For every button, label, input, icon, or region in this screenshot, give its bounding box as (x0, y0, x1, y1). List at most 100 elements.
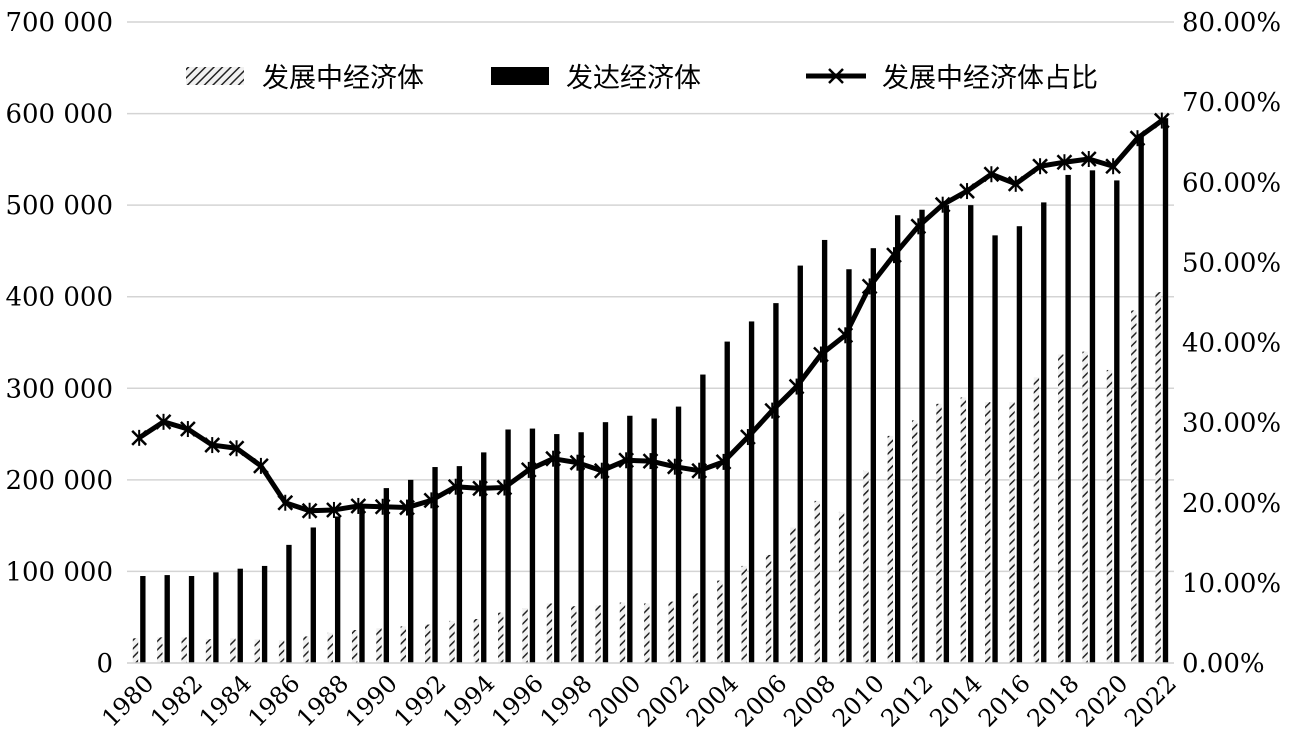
legend-swatch-share-marker (828, 68, 844, 84)
x-tick-label: 1994 (437, 669, 500, 732)
bar-developing (571, 606, 577, 663)
bar-developed (188, 576, 195, 663)
legend-swatch-developed (491, 67, 549, 85)
y-right-tick-label: 80.00% (1182, 8, 1281, 38)
bar-developing (181, 637, 187, 663)
share-point (666, 458, 683, 475)
y-left-tick-label: 600 000 (5, 100, 113, 130)
bar-developing (1058, 354, 1064, 663)
bar-developing (985, 402, 991, 663)
share-point (788, 378, 805, 395)
legend-label-developing: 发展中经济体 (262, 63, 424, 94)
share-point (1153, 112, 1170, 129)
legend-label-developed: 发达经济体 (566, 63, 701, 94)
bar-developed (919, 209, 925, 663)
y-right-tick-label: 50.00% (1182, 248, 1281, 278)
y-left-tick-label: 100 000 (5, 557, 113, 587)
bar-developed (286, 544, 292, 663)
share-point (496, 479, 513, 496)
bar-developing (619, 602, 626, 663)
share-point (423, 492, 440, 509)
bar-developed (164, 575, 170, 663)
y-left-tick-label: 500 000 (5, 191, 113, 221)
bar-developed (700, 374, 706, 663)
bar-developed (968, 205, 974, 663)
y-left-tick-label: 300 000 (5, 374, 113, 404)
bar-developed (1162, 118, 1169, 663)
y-right-tick-label: 0.00% (1182, 649, 1265, 679)
share-point (447, 478, 464, 495)
bar-developing (1155, 292, 1161, 663)
legend-item-developed: 发达经济体 (491, 63, 701, 94)
share-point (934, 196, 951, 213)
bar-developing (546, 603, 553, 663)
y-right-tick-label: 20.00% (1182, 489, 1281, 519)
legend-swatch-developing (186, 67, 244, 85)
share-series-line (137, 118, 1164, 514)
bar-developed (1041, 202, 1047, 663)
share-point (204, 437, 221, 454)
bar-developing (668, 601, 674, 663)
bar-developed (943, 205, 950, 663)
bar-developing (303, 636, 309, 663)
bar-developed (627, 415, 633, 663)
bar-developing (376, 628, 382, 663)
bar-developing (254, 639, 260, 663)
share-point (374, 498, 391, 515)
bar-developed (383, 488, 390, 663)
bar-developed (554, 434, 560, 663)
bar-developed (894, 215, 901, 664)
x-tick-label: 1998 (535, 669, 598, 732)
bar-developing (644, 603, 650, 663)
bar-developed (870, 248, 876, 663)
bar-developing (473, 619, 480, 663)
legend-label-share: 发展中经济体占比 (882, 63, 1098, 94)
bar-developed (675, 406, 682, 663)
share-point (642, 453, 659, 470)
bar-developing (1131, 310, 1137, 663)
bar-developed (432, 467, 438, 663)
x-tick-label: 2008 (778, 669, 841, 732)
x-tick-label: 1996 (486, 669, 549, 732)
share-point (764, 402, 781, 419)
bar-developed (846, 269, 852, 663)
bar-developing (814, 500, 820, 663)
share-point (155, 413, 172, 430)
bar-developed (529, 428, 536, 663)
bar-developing (960, 397, 967, 663)
share-point (399, 499, 415, 516)
bar-developed (748, 321, 755, 663)
share-point (715, 453, 732, 470)
bar-developing (449, 620, 455, 663)
share-point (1129, 130, 1146, 147)
bar-developing (157, 637, 163, 663)
bar-developed (578, 432, 584, 663)
gridlines (127, 21, 1174, 573)
bar-developed (261, 565, 268, 663)
bar-developed (481, 452, 487, 663)
legend-item-share: 发展中经济体占比 (806, 63, 1098, 94)
bar-developing (278, 640, 285, 663)
share-point (959, 183, 975, 200)
bar-developing (425, 624, 431, 663)
bar-developing (351, 630, 358, 663)
share-point (1007, 175, 1024, 192)
bar-developing (400, 626, 407, 663)
legend: 发展中经济体 发达经济体 发展中经济体占比 (186, 63, 1098, 94)
share-point (520, 461, 537, 478)
bar-developing (887, 435, 893, 663)
bar-developing (522, 608, 528, 663)
bar-developed (1016, 226, 1023, 663)
bar-developed (1114, 180, 1120, 663)
share-point (1032, 158, 1048, 175)
bar-developed (359, 505, 365, 663)
bar-developing (1009, 402, 1015, 663)
y-right-tick-label: 30.00% (1182, 409, 1281, 439)
bar-developed (213, 572, 219, 663)
bar-developed (992, 235, 998, 663)
bar-developed (797, 265, 803, 663)
x-tick-label: 2006 (729, 669, 792, 732)
bar-developing (595, 605, 601, 663)
x-tick-label: 2020 (1070, 669, 1133, 732)
x-tick-label: 2022 (1119, 669, 1182, 732)
